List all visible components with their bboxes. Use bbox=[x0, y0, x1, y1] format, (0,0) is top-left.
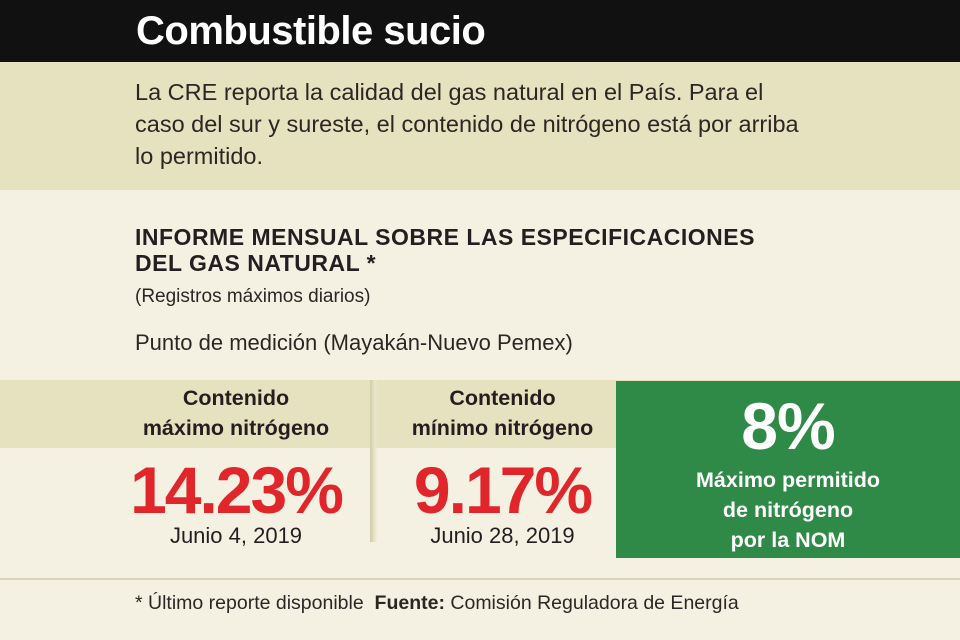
nom-limit-text: Máximo permitido de nitrógeno por la NOM bbox=[668, 465, 908, 555]
source-label: Fuente: bbox=[374, 592, 445, 614]
footer: * Último reporte disponible Fuente: Comi… bbox=[135, 592, 739, 615]
nom-text-line-2: de nitrógeno bbox=[722, 498, 854, 522]
footnote: * Último reporte disponible bbox=[135, 592, 364, 614]
min-nitrogen-value: 9.17% bbox=[413, 453, 593, 527]
max-nitrogen-label: Contenido máximo nitrógeno bbox=[130, 383, 342, 443]
max-nitrogen-stat: Contenido máximo nitrógeno 14.23% Junio … bbox=[130, 380, 344, 549]
intro-panel: La CRE reporta la calidad del gas natura… bbox=[0, 62, 960, 190]
min-nitrogen-stat: Contenido mínimo nitrógeno 9.17% Junio 2… bbox=[400, 380, 605, 549]
max-label-line-2: máximo nitrógeno bbox=[142, 416, 330, 440]
min-nitrogen-label: Contenido mínimo nitrógeno bbox=[400, 383, 605, 443]
title-bar: Combustible sucio bbox=[0, 0, 960, 62]
min-label-line-1: Contenido bbox=[449, 386, 556, 410]
min-label-line-2: mínimo nitrógeno bbox=[411, 416, 594, 440]
nom-limit-box: 8% Máximo permitido de nitrógeno por la … bbox=[616, 381, 960, 558]
min-nitrogen-date: Junio 28, 2019 bbox=[430, 523, 575, 548]
measurement-point: Punto de medición (Mayakán-Nuevo Pemex) bbox=[135, 330, 573, 355]
intro-text: La CRE reporta la calidad del gas natura… bbox=[135, 79, 799, 169]
nom-text-line-3: por la NOM bbox=[730, 528, 846, 552]
max-label-line-1: Contenido bbox=[182, 386, 290, 410]
max-nitrogen-date: Junio 4, 2019 bbox=[169, 523, 303, 548]
report-subtitle: (Registros máximos diarios) bbox=[135, 286, 371, 307]
report-title-line-2: DEL GAS NATURAL * bbox=[135, 250, 377, 276]
report-title: INFORME MENSUAL SOBRE LAS ESPECIFICACION… bbox=[135, 224, 835, 276]
column-divider bbox=[370, 380, 378, 542]
source-text: Comisión Reguladora de Energía bbox=[450, 592, 739, 614]
nom-limit-value: 8% bbox=[741, 389, 835, 463]
report-title-line-1: INFORME MENSUAL SOBRE LAS ESPECIFICACION… bbox=[135, 224, 755, 250]
nom-text-line-1: Máximo permitido bbox=[696, 468, 880, 492]
max-nitrogen-value: 14.23% bbox=[130, 453, 344, 527]
footer-divider bbox=[0, 578, 960, 580]
page-title: Combustible sucio bbox=[136, 9, 486, 53]
